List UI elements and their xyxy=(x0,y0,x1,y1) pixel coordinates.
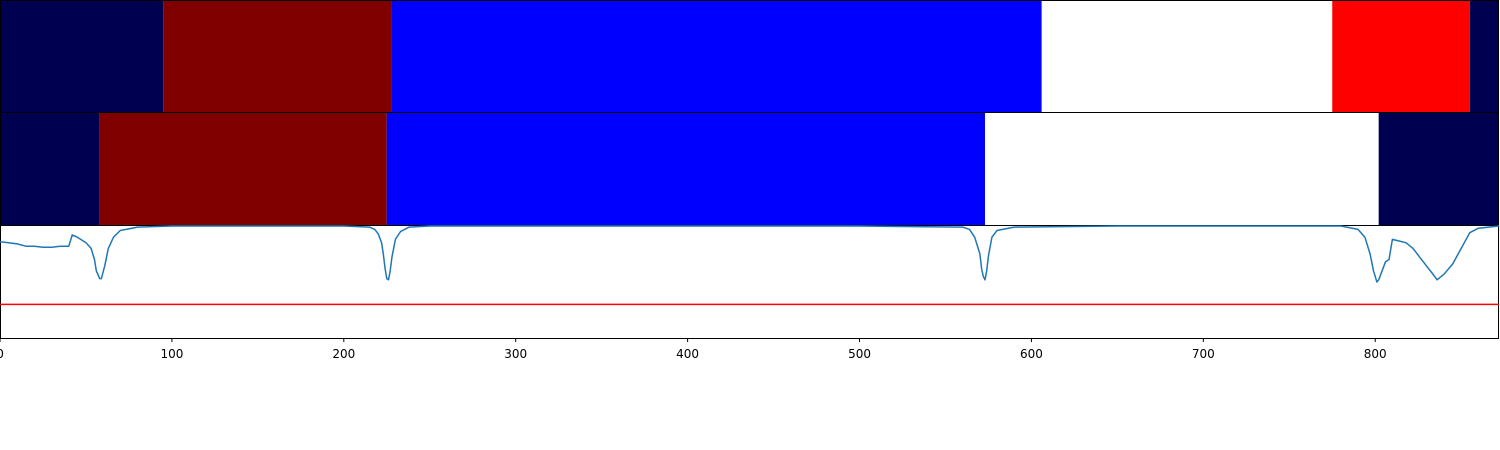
x-tick-label-100: 100 xyxy=(160,347,183,361)
segment-bar-top xyxy=(0,0,1499,113)
segment-middle-3 xyxy=(985,113,1379,225)
segment-middle-2 xyxy=(386,113,986,225)
segment-middle-4 xyxy=(1378,113,1499,225)
segment-top-2 xyxy=(391,1,1042,112)
x-tick-label-800: 800 xyxy=(1364,347,1387,361)
segment-top-4 xyxy=(1332,1,1470,112)
frame-bottom xyxy=(0,225,1499,339)
segment-top-5 xyxy=(1469,1,1499,112)
x-tick-label-700: 700 xyxy=(1192,347,1215,361)
x-tick-label-300: 300 xyxy=(504,347,527,361)
x-axis: 0 100 200 300 400 500 600 700 800 xyxy=(0,338,1387,361)
line-plot-panel xyxy=(0,225,1500,339)
segment-top-1 xyxy=(163,1,392,112)
x-tick-label-200: 200 xyxy=(332,347,355,361)
x-tick-label-500: 500 xyxy=(848,347,871,361)
segment-middle-1 xyxy=(99,113,387,225)
segment-top-3 xyxy=(1041,1,1333,112)
segment-middle-0 xyxy=(0,113,100,225)
signal-line xyxy=(0,225,1500,283)
segment-top-0 xyxy=(0,1,164,112)
x-tick-label-600: 600 xyxy=(1020,347,1043,361)
x-tick-label-400: 400 xyxy=(676,347,699,361)
segment-bar-middle xyxy=(0,112,1499,226)
x-tick-label-0: 0 xyxy=(0,347,4,361)
